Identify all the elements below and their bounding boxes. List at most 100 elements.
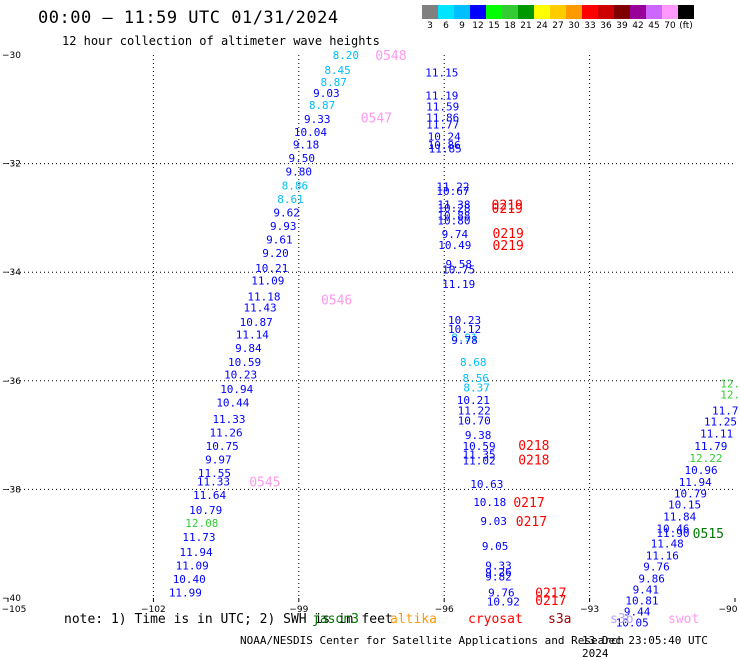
wave-height-label: 10.75 (206, 440, 239, 453)
wave-height-label: 11.33 (212, 413, 245, 426)
legend-bin: 12 (470, 5, 486, 31)
legend-label: 30 (568, 21, 580, 31)
legend-swatch (582, 5, 598, 19)
wave-height-label: 9.41 (633, 583, 660, 596)
legend-swatch (662, 5, 678, 19)
wave-height-label: 10.12 (448, 323, 481, 336)
wave-height-label: 9.62 (273, 206, 300, 219)
legend-label: 3 (427, 21, 433, 31)
legend-label: 42 (632, 21, 644, 31)
wave-height-label: 11.33 (197, 475, 230, 488)
wave-height-label: 11.77 (426, 119, 459, 132)
wave-height-label: 11.59 (426, 101, 459, 114)
legend-bin: 15 (486, 5, 502, 31)
wave-height-label: 9.93 (270, 220, 297, 233)
wave-height-label: 11.90 (656, 527, 689, 540)
y-tick-label: −32 (2, 160, 21, 170)
pass-time-label: 0219 (493, 239, 524, 254)
x-tick-label: −96 (435, 605, 454, 615)
wave-height-label: 10.96 (685, 464, 718, 477)
wave-height-label: 9.58 (445, 258, 472, 271)
wave-height-label: 11.38 (437, 198, 470, 211)
legend-label: 70 (664, 21, 676, 31)
legend-bin: 3 (422, 5, 438, 31)
wave-height-label: 9.33 (304, 113, 331, 126)
wave-height-label: 9.76 (643, 561, 670, 574)
y-tick-label: −34 (2, 268, 21, 278)
wave-height-label: 11.14 (236, 329, 269, 342)
y-tick-label: −40 (2, 594, 21, 604)
wave-height-label: 8.61 (277, 193, 304, 206)
legend-swatch (598, 5, 614, 19)
wave-height-label: 9.82 (485, 570, 512, 583)
legend-label: 45 (648, 21, 660, 31)
wave-height-label: 10.21 (255, 262, 288, 275)
wave-height-label: 11.22 (458, 405, 491, 418)
legend-bin: 42 (630, 5, 646, 31)
legend-swatch (486, 5, 502, 19)
legend-swatch (502, 5, 518, 19)
y-tick-label: −36 (2, 377, 21, 387)
wave-height-label: 12. (720, 378, 740, 391)
mission-label: s3a (548, 612, 572, 627)
wave-height-label: 9.97 (205, 454, 232, 467)
wave-height-label: 11.19 (425, 90, 458, 103)
legend-bin: 45 (646, 5, 662, 31)
legend-label: 21 (520, 21, 532, 31)
legend-bin: 24 (534, 5, 550, 31)
pass-time-label: 0218 (518, 454, 549, 469)
legend-swatch (646, 5, 662, 19)
wave-height-label: 10.23 (224, 368, 257, 381)
wave-height-label: 11.99 (169, 587, 202, 600)
wave-height-label: 10.88 (437, 210, 470, 223)
legend-bin: 30 (566, 5, 582, 31)
wave-height-label: 10.46 (656, 522, 689, 535)
wave-height-label: 10.67 (436, 185, 469, 198)
legend-label: 15 (488, 21, 500, 31)
x-tick-label: −93 (580, 605, 599, 615)
wave-height-label: 9.61 (266, 234, 293, 247)
wave-height-label: 11.26 (210, 426, 243, 439)
mission-label: swot (668, 612, 700, 627)
wave-height-label: 8.86 (282, 179, 309, 192)
wave-height-label: 10.05 (616, 616, 649, 629)
wave-height-label: 11.64 (193, 489, 226, 502)
credit-text: NOAA/NESDIS Center for Satellite Applica… (240, 634, 625, 647)
wave-height-label: 8.68 (460, 356, 487, 369)
x-tick-label: −105 (2, 605, 27, 615)
wave-height-label: 11.85 (429, 142, 462, 155)
wave-height-label: 9.78 (451, 334, 478, 347)
wave-height-label: 8.87 (320, 76, 347, 89)
legend-swatch (550, 5, 566, 19)
grid-lines (8, 55, 735, 598)
wave-height-label: 9.18 (293, 139, 320, 152)
wave-height-label: 9.84 (235, 342, 262, 355)
wave-height-label: 11.35 (463, 449, 496, 462)
legend-bin: 21 (518, 5, 534, 31)
wave-height-label: 10.79 (189, 504, 222, 517)
legend-label: 39 (616, 21, 628, 31)
legend-label: 9 (459, 21, 465, 31)
wave-height-label: 11.09 (251, 274, 284, 287)
wave-height-label: 11.09 (176, 559, 209, 572)
wave-height-label: 9.03 (313, 87, 340, 100)
wave-height-label: 10.63 (470, 478, 503, 491)
wave-height-label: 11.18 (247, 291, 280, 304)
wave-height-label: 10.86 (428, 139, 461, 152)
legend-label: (ft) (679, 21, 693, 31)
wave-height-label: 11.43 (243, 301, 276, 314)
wave-height-label: 11.94 (179, 546, 212, 559)
wave-height-label: 10.59 (463, 440, 496, 453)
pass-time-label: 0219 (493, 227, 524, 242)
legend-label: 6 (443, 21, 449, 31)
legend-bin: 6 (438, 5, 454, 31)
pass-time-label: 0219 (492, 198, 523, 213)
wave-height-label: 11.16 (646, 550, 679, 563)
data-labels: 8.208.458.879.038.879.3310.049.189.509.8… (169, 49, 740, 629)
x-tick-label: −99 (289, 605, 308, 615)
y-tick-label: −30 (2, 51, 21, 61)
wave-height-label: 10.79 (674, 488, 707, 501)
wave-height-label: 11.19 (442, 278, 475, 291)
wave-height-label: 9.74 (442, 228, 469, 241)
wave-height-label: 11.22 (436, 180, 469, 193)
